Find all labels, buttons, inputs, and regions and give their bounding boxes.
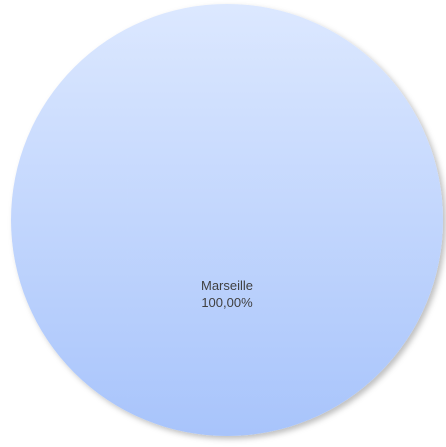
pie-slice-marseille [11,4,443,436]
pie-slices [11,4,443,436]
slice-category-label: Marseille [201,278,253,293]
slice-value-label: 100,00% [201,295,253,310]
pie-labels: Marseille 100,00% [201,278,253,310]
